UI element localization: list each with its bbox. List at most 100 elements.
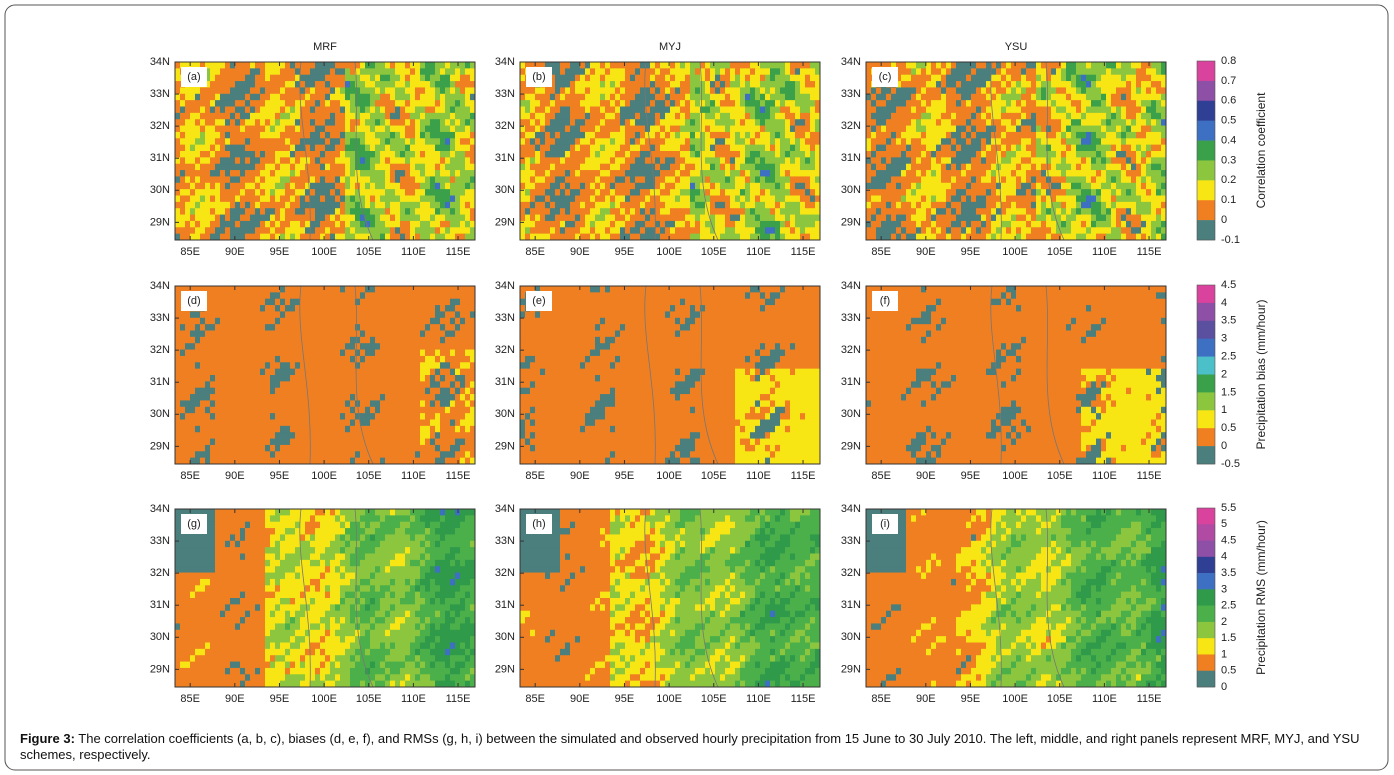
map-cell [575,214,581,222]
map-cell [525,119,531,126]
map-cell [991,106,997,114]
map-cell [345,182,351,190]
map-cell [560,144,566,152]
map-cell [310,125,316,133]
map-cell [620,151,626,158]
map-cell [695,138,701,146]
map-cell [881,157,887,165]
map-cell [365,68,371,76]
map-cell [590,87,596,95]
map-cell [896,208,902,215]
map-cell [385,208,391,215]
map-cell [365,125,371,133]
map-cell [946,195,952,203]
map-cell [675,131,681,139]
map-cell [991,138,997,146]
map-cell [210,151,216,158]
map-cell [270,170,276,177]
map-cell [280,112,286,120]
map-cell [565,131,571,139]
map-cell [255,62,261,69]
map-cell [355,93,361,101]
map-cell [205,214,211,222]
map-cell [1151,214,1157,222]
map-cell [235,68,241,76]
map-cell [1081,157,1087,165]
map-cell [410,74,416,82]
map-cell [350,182,356,190]
map-cell [610,93,616,101]
map-cell [355,100,361,107]
map-cell [595,119,601,126]
map-cell [1026,189,1032,196]
map-cell [205,106,211,114]
map-cell [585,144,591,152]
map-cell [410,106,416,114]
map-cell [1021,81,1027,88]
map-cell [590,233,596,241]
map-cell [190,201,196,209]
map-cell [981,182,987,190]
map-cell [876,100,882,107]
map-cell [1151,195,1157,203]
map-cell [755,157,761,165]
map-cell [866,81,872,88]
map-cell [555,93,561,101]
map-cell [881,93,887,101]
map-cell [690,119,696,126]
map-cell [455,195,461,203]
map-cell [245,119,251,126]
map-cell [891,163,897,171]
map-cell [425,112,431,120]
map-cell [275,125,281,133]
map-cell [200,138,206,146]
map-cell [1071,201,1077,209]
map-cell [400,131,406,139]
map-cell [360,68,366,76]
map-cell [610,125,616,133]
map-cell [1131,151,1137,158]
map-cell [195,220,201,228]
map-cell [365,170,371,177]
map-cell [1061,125,1067,133]
map-cell [550,62,556,69]
map-cell [440,233,446,241]
map-cell [200,106,206,114]
map-cell [966,81,972,88]
map-cell [615,125,621,133]
map-cell [881,100,887,107]
map-cell [986,93,992,101]
map-cell [380,227,386,235]
map-cell [665,220,671,228]
map-cell [871,208,877,215]
map-cell [946,131,952,139]
map-cell [630,144,636,152]
map-cell [670,81,676,88]
map-cell [680,189,686,196]
map-cell [911,62,917,69]
map-cell [1041,62,1047,69]
map-cell [525,163,531,171]
map-cell [780,138,786,146]
map-cell [235,144,241,152]
map-cell [1151,208,1157,215]
map-cell [335,138,341,146]
map-cell [525,151,531,158]
map-cell [220,163,226,171]
map-cell [1111,189,1117,196]
map-cell [445,163,451,171]
map-cell [295,144,301,152]
map-cell [420,233,426,241]
map-cell [725,201,731,209]
map-cell [660,176,666,184]
map-cell [635,138,641,146]
map-cell [185,119,191,126]
map-cell [921,68,927,76]
map-cell [590,182,596,190]
map-cell [1146,214,1152,222]
map-cell [790,214,796,222]
map-cell [635,220,641,228]
map-cell [755,106,761,114]
map-cell [770,189,776,196]
map-cell [800,170,806,177]
